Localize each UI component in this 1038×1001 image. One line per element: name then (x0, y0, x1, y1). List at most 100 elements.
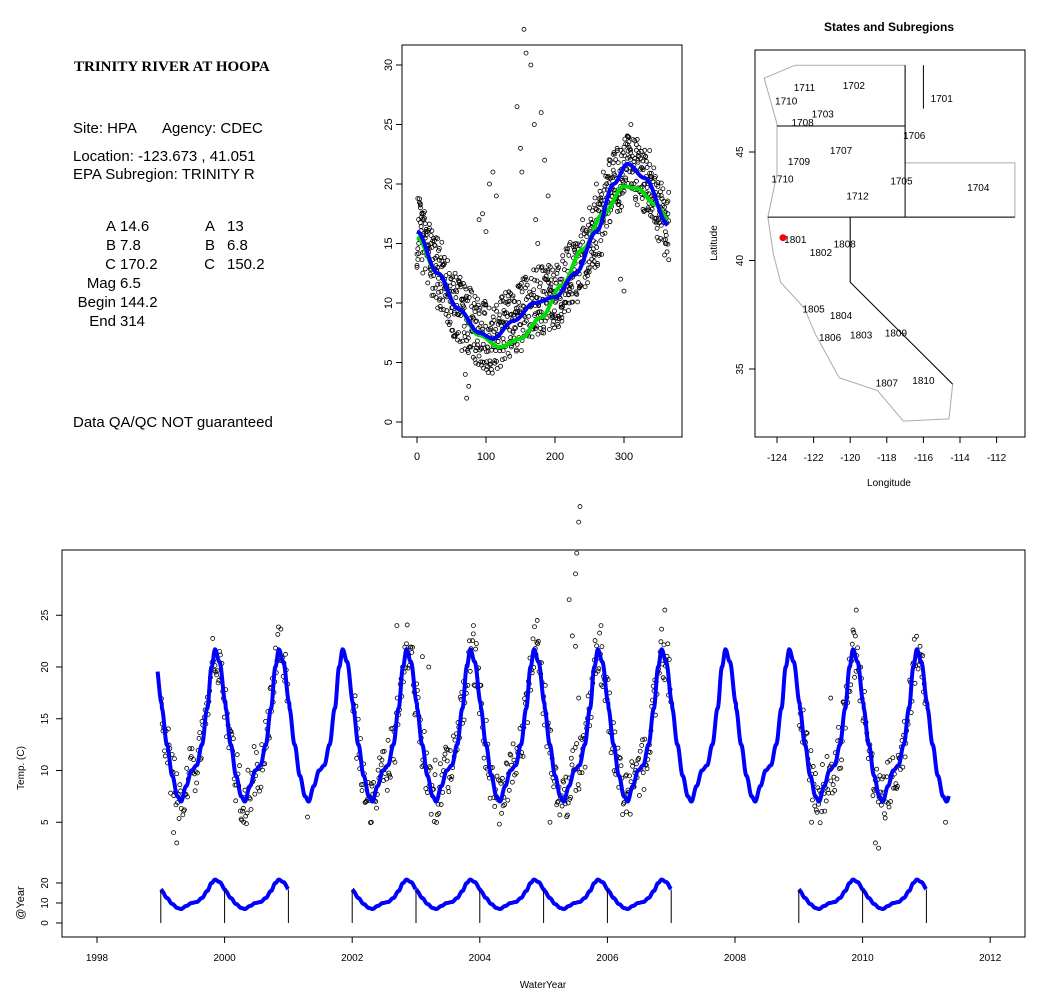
data-point (535, 638, 541, 644)
data-point (542, 268, 548, 274)
data-point (574, 550, 580, 556)
data-point (504, 761, 510, 767)
data-point (635, 157, 641, 163)
x-tick-label: -116 (914, 453, 934, 464)
data-point (483, 229, 489, 235)
data-point (853, 607, 859, 613)
region-label: 1703 (812, 109, 835, 120)
y-tick-label: 15 (383, 237, 395, 249)
data-point (434, 820, 439, 825)
data-point (387, 772, 392, 778)
data-point (643, 158, 649, 164)
data-point (541, 327, 547, 333)
data-point (432, 243, 438, 249)
data-point (510, 293, 516, 299)
data-point (912, 680, 918, 686)
data-point (476, 217, 482, 223)
data-point (435, 236, 441, 242)
data-point (541, 324, 547, 330)
data-point (610, 160, 616, 166)
data-point (462, 284, 468, 290)
data-point (621, 288, 627, 294)
data-point (470, 315, 476, 321)
region-outline (763, 64, 1016, 422)
data-point (530, 636, 536, 642)
data-point (506, 787, 512, 793)
data-point (637, 793, 642, 798)
data-point (431, 819, 437, 824)
data-point (505, 301, 511, 307)
data-point (514, 341, 520, 347)
data-point (631, 181, 637, 187)
data-point (457, 274, 463, 280)
region-label: 1707 (830, 146, 853, 157)
data-point (573, 643, 578, 649)
data-point (429, 293, 435, 298)
data-point (570, 299, 576, 305)
data-point (571, 244, 576, 250)
seasonal-scatter-plot: 0 100 200 300 0 5 10 15 20 25 30 (383, 26, 683, 463)
data-point (582, 274, 588, 280)
data-point (552, 313, 558, 319)
data-point (586, 259, 592, 265)
data-point (440, 297, 446, 303)
data-point (260, 767, 265, 773)
data-point (648, 170, 654, 176)
data-point (450, 733, 456, 739)
data-point (518, 145, 523, 151)
data-point (886, 804, 892, 810)
data-point (666, 218, 672, 224)
data-point (572, 244, 578, 250)
data-point (195, 770, 200, 776)
data-point (537, 284, 542, 290)
data-point (888, 799, 893, 804)
region-label: 1710 (771, 174, 794, 185)
site-label: Site: HPA (73, 120, 137, 137)
data-point (620, 812, 625, 817)
data-point (820, 762, 825, 767)
x-tick-label: 2004 (469, 953, 492, 964)
data-point (563, 246, 569, 252)
data-point (604, 181, 610, 187)
data-point (493, 193, 499, 199)
data-point (410, 644, 415, 650)
x-tick-label: 300 (615, 451, 633, 463)
data-point (414, 264, 420, 270)
data-point (623, 175, 629, 181)
data-point (579, 770, 585, 776)
x-tick-label: 200 (546, 451, 564, 463)
data-point (472, 309, 478, 314)
data-point (633, 761, 639, 767)
data-point (642, 147, 648, 153)
data-point (513, 325, 518, 331)
param-value: 14.6 (120, 218, 149, 235)
data-point (551, 784, 557, 790)
data-point (394, 623, 400, 628)
data-point (666, 657, 672, 662)
data-point (584, 234, 590, 240)
data-point (634, 202, 640, 208)
data-point (600, 231, 605, 237)
data-point (446, 270, 452, 276)
data-point (247, 796, 253, 802)
data-point (495, 339, 501, 345)
region-label: 1806 (819, 333, 842, 344)
data-point (430, 285, 436, 291)
data-point (562, 261, 568, 267)
data-point (471, 301, 477, 306)
data-point (419, 257, 425, 263)
data-point (450, 327, 456, 333)
data-point (591, 259, 597, 264)
data-points (414, 26, 672, 401)
data-point (653, 174, 658, 179)
data-point (455, 330, 461, 335)
subregion-label: EPA Subregion: TRINITY R (73, 166, 255, 183)
data-point (525, 720, 531, 726)
data-point (849, 641, 855, 647)
data-point (552, 325, 557, 331)
region-label: 1710 (775, 96, 798, 107)
data-point (640, 737, 645, 743)
data-point (490, 169, 496, 175)
data-point (513, 770, 519, 776)
data-point (540, 289, 546, 294)
